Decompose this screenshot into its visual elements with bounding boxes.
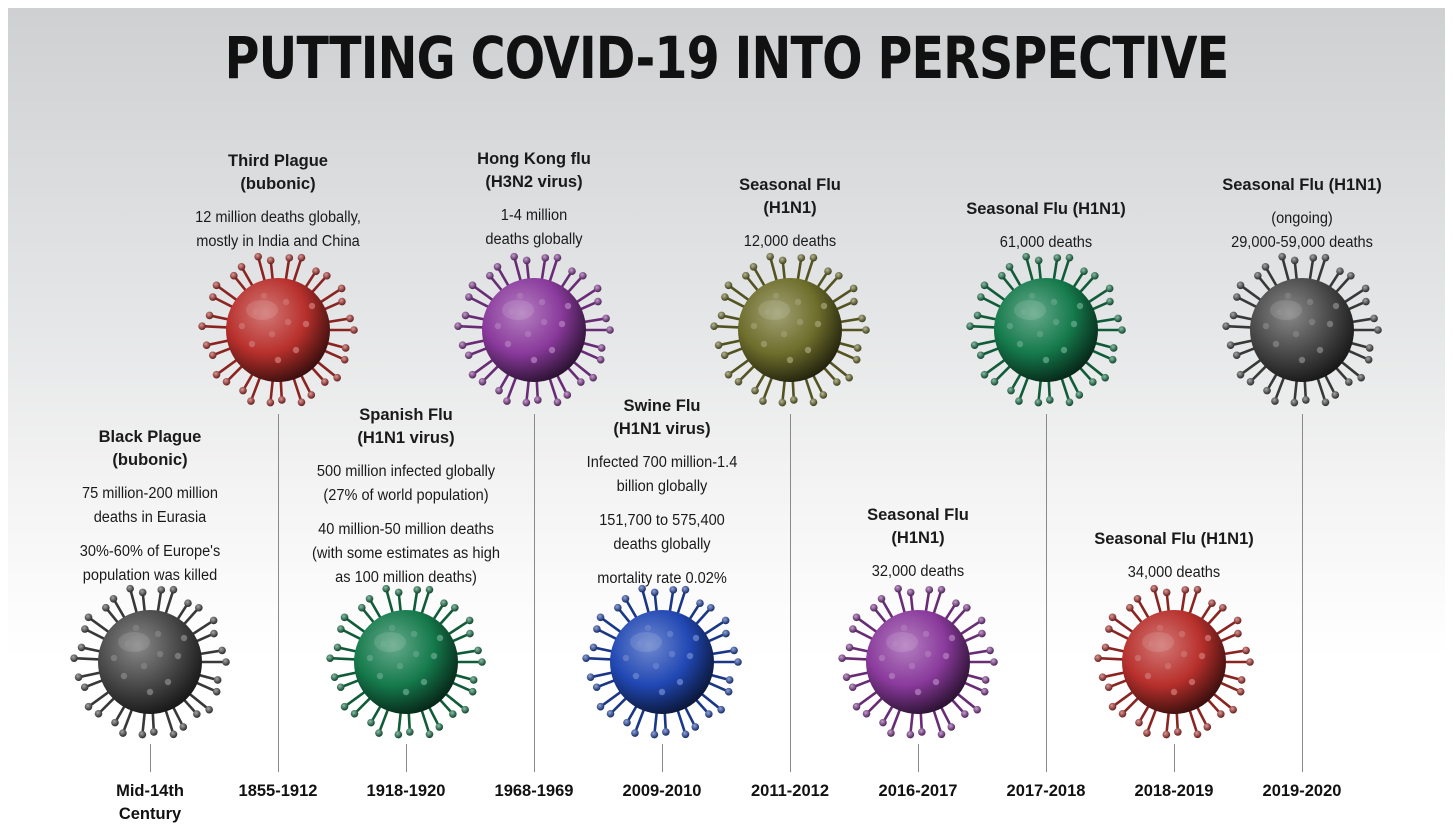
timeline-stem: [406, 744, 407, 772]
event-title: Third Plague: [228, 152, 328, 170]
virus-icon: [326, 582, 486, 742]
event-title: Hong Kong flu: [477, 150, 591, 168]
event-title: Seasonal Flu: [867, 506, 969, 524]
event-title: Seasonal Flu (H1N1): [966, 200, 1126, 218]
event-detail: mortality rate 0.02%: [597, 570, 727, 587]
timeline-period-label: 2016-2017: [878, 782, 958, 800]
event-description: Swine Flu (H1N1 virus) Infected 700 millio…: [537, 395, 787, 591]
event-detail: as 100 million deaths): [335, 569, 477, 586]
event-detail: 1-4 million: [500, 207, 568, 224]
event-detail: (ongoing): [1271, 210, 1333, 227]
timeline-period-label: Mid-14th Century: [116, 782, 184, 823]
event-title: (H3N2 virus): [485, 173, 583, 191]
virus-icon: [582, 582, 742, 742]
event-description: Seasonal Flu (H1N1) 32,000 deaths: [793, 504, 1043, 584]
timeline-period-label: 2019-2020: [1262, 782, 1342, 800]
event-detail: billion globally: [616, 478, 708, 495]
virus-icon: [966, 250, 1126, 410]
timeline-period-label: 2011-2012: [751, 782, 829, 800]
event-title: (H1N1 virus): [613, 420, 711, 438]
event-description: Seasonal Flu (H1N1) 12,000 deaths: [665, 174, 915, 254]
event-title: Black Plague: [98, 428, 202, 446]
event-detail: (with some estimates as high: [312, 545, 500, 562]
virus-icon: [198, 250, 358, 410]
event-detail: deaths in Eurasia: [93, 509, 207, 526]
event-detail: 12,000 deaths: [743, 233, 837, 250]
timeline-period-label: 2018-2019: [1134, 782, 1214, 800]
event-detail: mostly in India and China: [196, 233, 360, 250]
event-detail: 40 million-50 million deaths: [318, 521, 494, 538]
event-description: Black Plague (bubonic) 75 million-200 mill…: [25, 426, 275, 588]
event-detail: deaths globally: [485, 231, 583, 248]
timeline-stem: [150, 744, 151, 772]
event-title: (H1N1): [891, 529, 945, 547]
event-title: Seasonal Flu (H1N1): [1094, 530, 1254, 548]
event-description: Seasonal Flu (H1N1) 61,000 deaths: [921, 198, 1171, 255]
event-detail: deaths globally: [613, 536, 711, 553]
event-detail: 500 million infected globally: [316, 463, 496, 480]
event-detail: 32,000 deaths: [871, 563, 965, 580]
timeline-stem: [662, 744, 663, 772]
event-detail: Infected 700 million-1.4: [586, 454, 738, 471]
event-detail: 29,000-59,000 deaths: [1231, 234, 1373, 251]
timeline-stem: [790, 414, 791, 772]
event-detail: 75 million-200 million: [81, 485, 219, 502]
event-detail: 151,700 to 575,400: [599, 512, 725, 529]
timeline-period-label: 1855-1912: [238, 782, 318, 800]
event-title: (H1N1 virus): [357, 429, 455, 447]
infographic-title: PUTTING COVID-19 INTO PERSPECTIVE: [224, 24, 1230, 92]
event-title: Spanish Flu: [359, 406, 453, 424]
timeline-stem: [918, 744, 919, 772]
event-description: Hong Kong flu (H3N2 virus) 1-4 million deat…: [409, 148, 659, 252]
timeline-stem: [1046, 414, 1047, 772]
event-title: (H1N1): [763, 199, 817, 217]
event-title: Swine Flu: [623, 397, 701, 415]
timeline-period-label: 1918-1920: [366, 782, 446, 800]
event-description: Third Plague (bubonic) 12 million deaths g…: [153, 150, 403, 254]
virus-icon: [710, 250, 870, 410]
event-detail: 61,000 deaths: [999, 234, 1093, 251]
event-detail: (27% of world population): [323, 487, 489, 504]
event-description: Seasonal Flu (H1N1) (ongoing) 29,000-59,00…: [1177, 174, 1427, 255]
event-title: (bubonic): [112, 451, 188, 469]
timeline-period-label: 2017-2018: [1006, 782, 1086, 800]
event-title: Seasonal Flu: [739, 176, 841, 194]
virus-icon: [838, 582, 998, 742]
event-detail: 30%-60% of Europe's: [79, 543, 221, 560]
virus-icon: [1222, 250, 1382, 410]
virus-icon: [1094, 582, 1254, 742]
event-title: Seasonal Flu (H1N1): [1222, 176, 1382, 194]
event-title: (bubonic): [240, 175, 316, 193]
timeline-period-label: 1968-1969: [494, 782, 574, 800]
virus-icon: [454, 250, 614, 410]
event-description: Spanish Flu (H1N1 virus) 500 million infec…: [281, 404, 531, 590]
timeline-stem: [1302, 414, 1303, 772]
event-description: Seasonal Flu (H1N1) 34,000 deaths: [1049, 528, 1299, 585]
event-detail: 12 million deaths globally,: [195, 209, 361, 226]
timeline-period-label: 2009-2010: [622, 782, 702, 800]
event-detail: 34,000 deaths: [1127, 564, 1221, 581]
timeline-stem: [278, 414, 279, 772]
virus-icon: [70, 582, 230, 742]
event-detail: population was killed: [82, 567, 218, 584]
timeline-stem: [534, 414, 535, 772]
timeline-stem: [1174, 744, 1175, 772]
